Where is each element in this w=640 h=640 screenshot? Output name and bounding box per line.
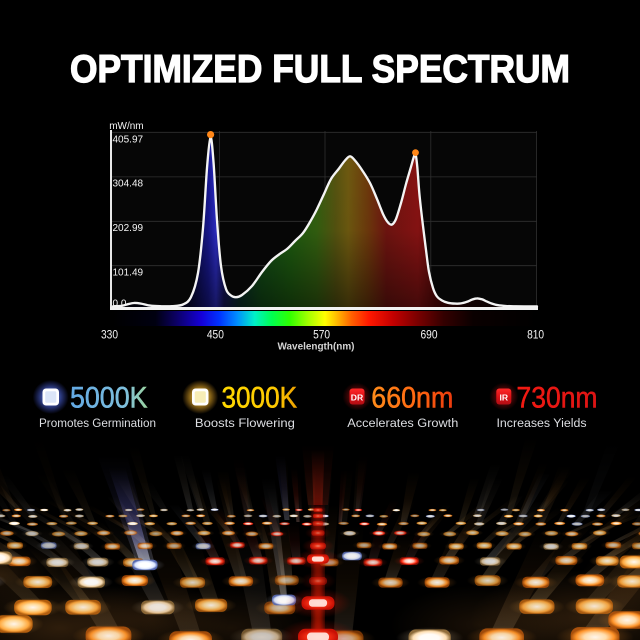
svg-text:0.0: 0.0 [113, 298, 127, 309]
svg-text:202.99: 202.99 [113, 223, 144, 234]
svg-text:730nm: 730nm [517, 382, 598, 415]
svg-text:3000K: 3000K [222, 382, 298, 415]
svg-text:450: 450 [207, 329, 224, 341]
svg-text:5000K: 5000K [70, 382, 148, 415]
svg-text:IR: IR [500, 392, 509, 402]
svg-text:304.48: 304.48 [113, 179, 144, 190]
svg-text:DR: DR [351, 392, 364, 402]
svg-text:mW/nm: mW/nm [109, 121, 143, 132]
svg-text:690: 690 [421, 329, 438, 341]
svg-text:570: 570 [313, 329, 330, 341]
svg-text:101.49: 101.49 [113, 268, 144, 279]
svg-text:405.97: 405.97 [113, 134, 144, 145]
svg-text:OPTIMIZED FULL SPECTRUM: OPTIMIZED FULL SPECTRUM [70, 48, 570, 91]
svg-text:810: 810 [527, 329, 544, 341]
svg-text:Promotes Germination: Promotes Germination [39, 416, 156, 430]
svg-text:Increases Yields: Increases Yields [497, 416, 587, 430]
svg-text:330: 330 [101, 329, 118, 341]
svg-text:Wavelength(nm): Wavelength(nm) [278, 342, 355, 353]
svg-text:660nm: 660nm [371, 382, 453, 415]
svg-text:Boosts Flowering: Boosts Flowering [195, 416, 295, 430]
svg-text:Accelerates Growth: Accelerates Growth [347, 416, 458, 430]
